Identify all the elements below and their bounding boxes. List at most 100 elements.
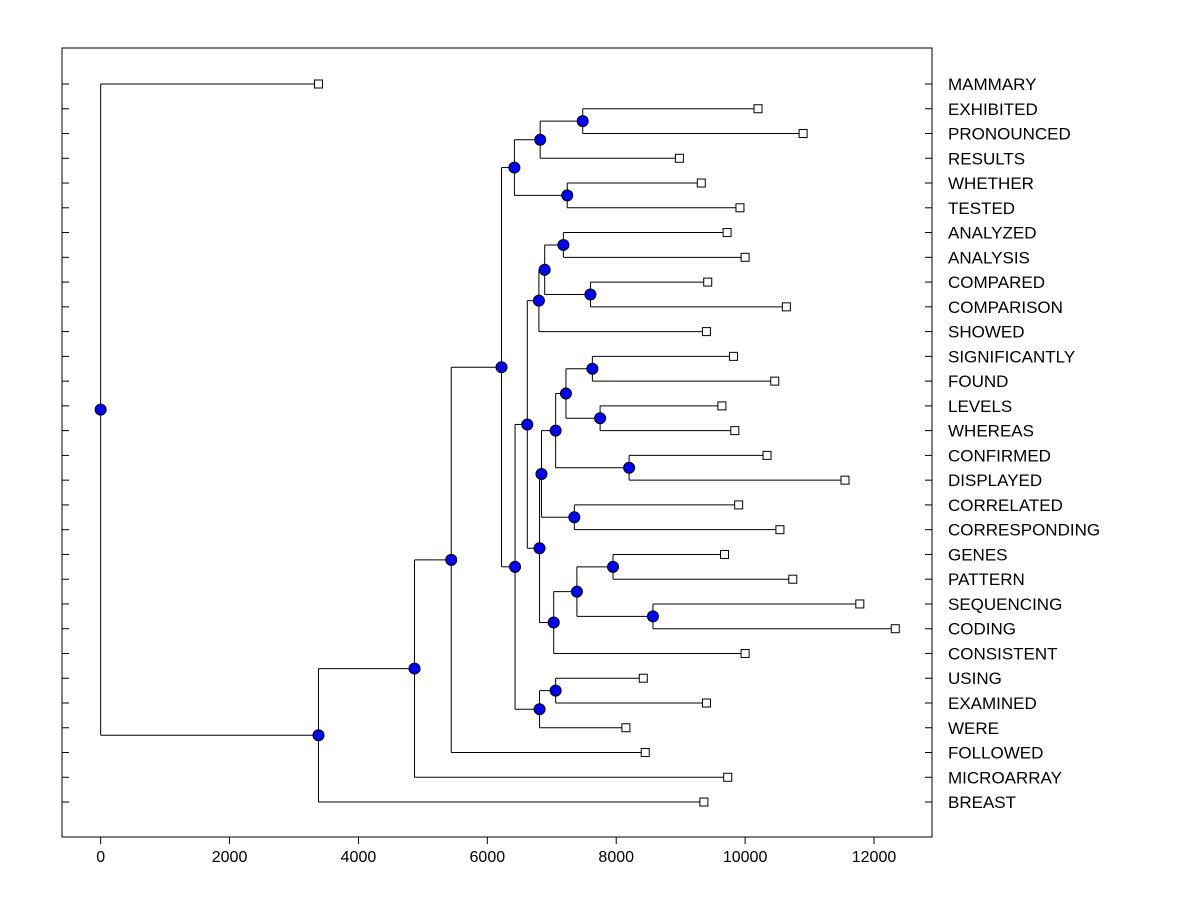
cluster-node-n8 <box>532 294 545 307</box>
cluster-node-n15 <box>535 467 548 480</box>
cluster-node-n13 <box>549 424 562 437</box>
leaf-marker-whereas <box>730 426 740 436</box>
cluster-node-n27 <box>408 662 421 675</box>
leaf-marker-displayed <box>840 475 850 485</box>
leaf-marker-confirmed <box>762 450 772 460</box>
leaf-label-displayed: DISPLAYED <box>948 471 1042 490</box>
leaf-marker-showed <box>701 327 711 337</box>
leaf-marker-levels <box>717 401 727 411</box>
node-markers <box>94 115 659 742</box>
cluster-node-n17 <box>646 610 659 623</box>
leaf-marker-found <box>770 376 780 386</box>
leaf-marker-mammary <box>313 79 323 89</box>
leaf-marker-comparison <box>781 302 791 312</box>
cluster-node-n19 <box>547 616 560 629</box>
x-tick-label: 6000 <box>470 849 506 866</box>
cluster-node-n4 <box>508 161 521 174</box>
leaf-label-correlated: CORRELATED <box>948 496 1063 515</box>
leaf-marker-genes <box>719 549 729 559</box>
leaf-marker-whether <box>696 178 706 188</box>
leaf-label-tested: TESTED <box>948 199 1015 218</box>
leaf-label-followed: FOLLOWED <box>948 744 1043 763</box>
cluster-node-n25 <box>495 361 508 374</box>
leaf-markers <box>313 79 900 807</box>
leaf-label-were: WERE <box>948 719 999 738</box>
leaf-label-breast: BREAST <box>948 793 1016 812</box>
leaf-label-exhibited: EXHIBITED <box>948 100 1038 119</box>
cluster-node-n5 <box>557 238 570 251</box>
cluster-node-n26 <box>445 553 458 566</box>
leaf-marker-compared <box>703 277 713 287</box>
cluster-node-root <box>94 403 107 416</box>
cluster-node-n21 <box>521 418 534 431</box>
x-tick-label: 2000 <box>212 849 248 866</box>
leaf-label-found: FOUND <box>948 372 1008 391</box>
leaf-marker-sequencing <box>855 599 865 609</box>
leaf-label-whether: WHETHER <box>948 174 1034 193</box>
cluster-node-n28 <box>312 729 325 742</box>
leaf-marker-examined <box>701 698 711 708</box>
x-axis-ticks: 0 2000 4000 6000 8000 10000 12000 <box>96 837 896 866</box>
x-tick-label: 0 <box>96 849 105 866</box>
leaf-marker-results <box>674 153 684 163</box>
leaf-label-confirmed: CONFIRMED <box>948 446 1051 465</box>
x-tick-label: 4000 <box>341 849 377 866</box>
leaf-marker-using <box>638 673 648 683</box>
leaf-marker-breast <box>699 797 709 807</box>
cluster-node-n20 <box>533 542 546 555</box>
leaf-marker-exhibited <box>753 104 763 114</box>
leaf-label-pattern: PATTERN <box>948 570 1025 589</box>
leaf-label-examined: EXAMINED <box>948 694 1037 713</box>
leaf-label-sequencing: SEQUENCING <box>948 595 1062 614</box>
leaf-marker-coding <box>890 624 900 634</box>
leaf-marker-microarray <box>723 772 733 782</box>
leaf-label-microarray: MICROARRAY <box>948 768 1062 787</box>
cluster-node-n6 <box>584 288 597 301</box>
x-tick-label: 10000 <box>723 849 768 866</box>
cluster-node-n18 <box>570 585 583 598</box>
plot-frame <box>61 47 933 838</box>
cluster-node-n16 <box>607 560 619 573</box>
leaf-marker-analysis <box>740 252 750 262</box>
leaf-label-genes: GENES <box>948 545 1008 564</box>
leaf-label-consistent: CONSISTENT <box>948 644 1058 663</box>
leaf-label-coding: CODING <box>948 620 1016 639</box>
cluster-node-n24 <box>509 560 522 573</box>
leaf-label-results: RESULTS <box>948 149 1025 168</box>
leaf-label-analyzed: ANALYZED <box>948 224 1037 243</box>
leaf-marker-followed <box>640 748 650 758</box>
cluster-node-n12 <box>623 461 636 474</box>
cluster-node-n7 <box>538 263 551 276</box>
leaf-marker-pattern <box>788 574 798 584</box>
cluster-node-n22 <box>549 684 562 697</box>
leaf-label-whereas: WHEREAS <box>948 422 1034 441</box>
leaf-label-comparison: COMPARISON <box>948 298 1063 317</box>
leaf-marker-significantly <box>729 351 739 361</box>
leaf-label-pronounced: PRONOUNCED <box>948 125 1071 144</box>
leaf-label-analysis: ANALYSIS <box>948 248 1030 267</box>
leaf-label-levels: LEVELS <box>948 397 1012 416</box>
leaf-marker-pronounced <box>798 129 808 139</box>
leaf-marker-corresponding <box>775 525 785 535</box>
cluster-node-n23 <box>533 703 546 716</box>
leaf-marker-tested <box>735 203 745 213</box>
leaf-marker-correlated <box>734 500 744 510</box>
cluster-node-n1 <box>576 115 589 128</box>
cluster-node-n3 <box>561 189 574 202</box>
leaf-label-using: USING <box>948 669 1002 688</box>
leaf-label-corresponding: CORRESPONDING <box>948 521 1100 540</box>
leaf-label-compared: COMPARED <box>948 273 1045 292</box>
dendrogram-links <box>100 83 896 803</box>
cluster-node-n14 <box>568 511 581 524</box>
leaf-marker-consistent <box>740 648 750 658</box>
leaf-label-mammary: MAMMARY <box>948 75 1036 94</box>
leaf-marker-analyzed <box>722 228 732 238</box>
leaf-label-significantly: SIGNIFICANTLY <box>948 347 1075 366</box>
cluster-node-n10 <box>594 412 607 425</box>
y-axis-ticks <box>62 83 932 803</box>
cluster-node-n9 <box>586 362 599 375</box>
leaf-marker-were <box>621 723 631 733</box>
leaf-label-showed: SHOWED <box>948 323 1025 342</box>
